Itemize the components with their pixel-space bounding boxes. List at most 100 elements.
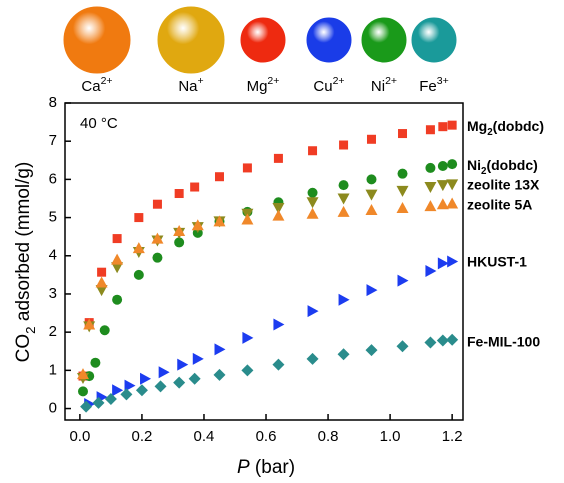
data-point (365, 344, 378, 357)
data-point (241, 364, 254, 377)
data-point (307, 187, 318, 198)
data-point (92, 396, 105, 409)
data-point (242, 331, 254, 344)
data-point (112, 384, 124, 397)
data-point (152, 252, 163, 263)
data-point (366, 134, 376, 144)
data-point (273, 153, 283, 163)
plot-frame (64, 102, 464, 421)
ion-label: Cu2+ (313, 75, 344, 95)
ion-label: Na+ (178, 75, 203, 95)
data-point (424, 182, 437, 194)
y-tick-label: 7 (49, 132, 57, 149)
series-label: Mg2(dobdc) (467, 118, 544, 138)
data-point (396, 340, 409, 353)
data-point (124, 379, 136, 392)
y-tick-label: 4 (49, 247, 57, 264)
annotation: 40 °C (80, 115, 118, 132)
ion-sphere (306, 17, 352, 63)
x-tick-label: 1.2 (442, 428, 463, 445)
data-point (214, 172, 224, 182)
data-point (425, 162, 436, 173)
y-tick-label: 3 (49, 285, 57, 302)
ion-label: Ca2+ (81, 75, 112, 95)
data-point (112, 294, 123, 305)
data-point (424, 336, 437, 349)
data-point (188, 372, 201, 385)
data-point (366, 284, 378, 297)
data-point (272, 358, 285, 371)
data-point (99, 325, 110, 336)
data-point (95, 276, 108, 288)
data-point (306, 197, 319, 209)
data-point (112, 234, 122, 244)
data-point (97, 267, 107, 277)
data-point (424, 200, 437, 212)
data-point (213, 368, 226, 381)
data-point (173, 376, 186, 389)
data-point (241, 213, 254, 225)
data-point (173, 224, 186, 236)
data-point (398, 129, 408, 139)
x-tick-label: 0.0 (69, 428, 90, 445)
data-point (425, 265, 437, 278)
x-tick-label: 0.6 (256, 428, 277, 445)
data-point (438, 122, 448, 132)
ion-sphere (63, 6, 131, 74)
data-point (436, 334, 449, 347)
data-point (242, 163, 252, 173)
data-point (436, 198, 449, 210)
data-point (437, 161, 448, 172)
data-point (338, 293, 350, 306)
data-point (104, 392, 117, 405)
x-tick-label: 0.8 (318, 428, 339, 445)
data-point (308, 146, 318, 156)
data-point (306, 352, 319, 365)
data-point (133, 269, 144, 280)
data-point (425, 125, 435, 135)
data-point (83, 318, 96, 330)
series-label: HKUST-1 (467, 254, 527, 270)
series-label: zeolite 13X (467, 177, 540, 193)
data-point (213, 215, 226, 227)
data-point (337, 193, 350, 205)
y-axis-label: CO2 adsorbed (mmol/g) (13, 162, 38, 363)
data-point (151, 232, 164, 244)
y-tick-label: 1 (49, 361, 57, 378)
data-point (272, 209, 285, 221)
x-tick-label: 1.0 (380, 428, 401, 445)
ion-sphere (361, 17, 407, 63)
data-point (174, 189, 184, 199)
data-point (446, 179, 459, 191)
data-point (135, 384, 148, 397)
data-point (397, 168, 408, 179)
data-point (132, 242, 145, 254)
data-point (90, 357, 101, 368)
data-point (80, 400, 93, 413)
y-tick-label: 6 (49, 170, 57, 187)
data-point (365, 189, 378, 201)
data-point (306, 207, 319, 219)
ion-sphere (157, 6, 225, 74)
data-point (190, 182, 200, 192)
series-label: Ni2(dobdc) (467, 157, 538, 177)
data-point (366, 174, 377, 185)
data-point (273, 318, 285, 331)
data-point (214, 343, 226, 356)
ion-sphere (411, 17, 457, 63)
y-tick-label: 0 (49, 400, 57, 417)
data-point (158, 366, 170, 379)
data-point (396, 202, 409, 214)
x-axis-label: P (bar) (237, 457, 295, 478)
x-tick-label: 0.2 (132, 428, 153, 445)
data-point (397, 274, 409, 287)
data-point (272, 203, 285, 215)
ion-sphere (240, 17, 286, 63)
data-point (111, 262, 124, 274)
data-point (154, 380, 167, 393)
data-point (76, 368, 89, 380)
ion-label: Mg2+ (247, 75, 280, 95)
data-point (396, 185, 409, 197)
ion-label: Ni2+ (371, 75, 397, 95)
